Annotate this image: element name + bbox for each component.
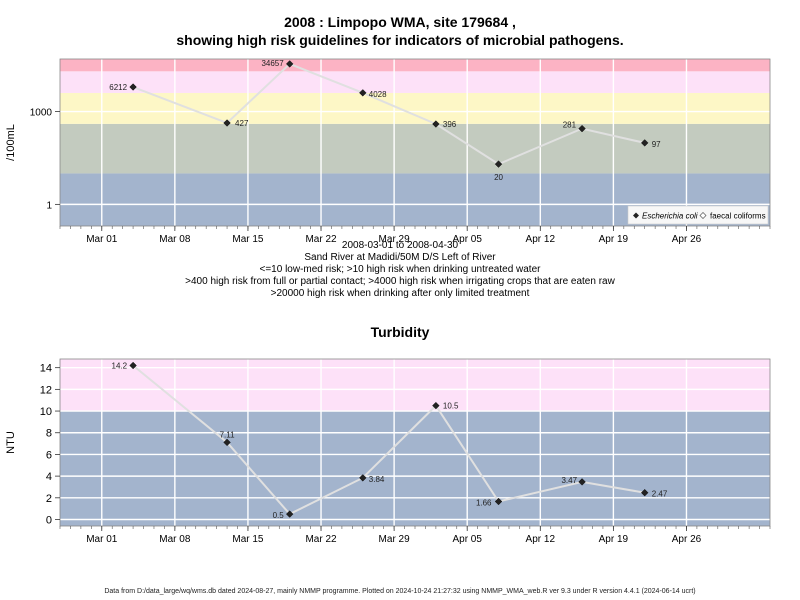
legend-label-faecal: faecal coliforms (710, 212, 766, 221)
risk-band-5 (60, 59, 770, 72)
data-label: 4028 (369, 90, 387, 99)
x-tick-label: Apr 12 (526, 534, 556, 545)
data-label: 281 (563, 121, 577, 130)
data-point (286, 510, 294, 518)
data-label: 2.47 (652, 490, 668, 499)
series-line (132, 364, 645, 516)
legend-marker-ecoli (633, 212, 639, 219)
turbidity-title: Turbidity (370, 324, 430, 340)
y-tick-label: 6 (46, 449, 52, 461)
x-tick-label: Mar 08 (159, 534, 191, 545)
y-axis-label: /100mL (5, 124, 17, 161)
y-tick-label: 12 (40, 384, 52, 396)
data-label: 3.47 (561, 476, 577, 485)
data-point (578, 478, 586, 486)
x-tick-label: Mar 29 (379, 534, 411, 545)
data-point (359, 474, 367, 482)
y-tick-label: 0 (46, 514, 52, 526)
data-point (578, 124, 586, 133)
x-tick-label: Apr 26 (672, 534, 702, 545)
data-label: 3.84 (369, 475, 385, 484)
data-point (359, 89, 367, 97)
risk-band-1 (60, 411, 770, 526)
x-tick-label: Apr 05 (452, 534, 482, 545)
x-tick-label: Mar 22 (305, 534, 337, 545)
y-tick-label: 14 (40, 363, 52, 375)
legend-label-ecoli: Escherichia coli (642, 212, 698, 221)
risk-band-2 (60, 359, 770, 412)
data-point (223, 438, 231, 447)
data-label: 10.5 (443, 402, 459, 411)
data-label: 0.5 (273, 511, 285, 520)
y-tick-label: 1 (46, 200, 52, 211)
data-point (432, 401, 440, 410)
x-tick-label: Mar 22 (305, 234, 337, 245)
y-tick-label: 10 (40, 406, 52, 418)
chart-title-line-1: 2008 : Limpopo WMA, site 179684 , (284, 14, 516, 30)
x-tick-label: Apr 19 (599, 234, 629, 245)
data-label: 34657 (261, 59, 284, 68)
data-point (494, 160, 503, 168)
data-label: 1.66 (476, 498, 492, 507)
x-tick-label: Apr 26 (672, 234, 702, 245)
data-label: 7.11 (220, 430, 236, 439)
x-tick-label: Mar 01 (86, 534, 118, 545)
data-label: 6212 (109, 83, 127, 92)
y-tick-label: 8 (46, 428, 52, 440)
y-tick-label: 2 (46, 493, 52, 505)
subtitle-site: Sand River at Madidi/50M D/S Left of Riv… (304, 252, 496, 263)
data-point (641, 139, 649, 147)
data-point (129, 361, 137, 370)
data-label: 14.2 (112, 362, 128, 371)
y-tick-label: 4 (46, 471, 52, 483)
subtitle-guideline-3: >20000 high risk when drinking after onl… (270, 288, 530, 299)
chart-title-line-2: showing high risk guidelines for indicat… (176, 32, 624, 48)
data-label: 427 (235, 119, 249, 128)
x-tick-label: Apr 19 (599, 534, 629, 545)
x-tick-label: Mar 15 (232, 234, 264, 245)
data-point (494, 497, 503, 506)
series-line (132, 62, 645, 166)
y-axis-label: NTU (5, 431, 17, 454)
legend-box (627, 205, 769, 225)
footer-note: Data from D:/data_large/wq/wms.db dated … (104, 588, 696, 595)
data-point (286, 60, 294, 68)
x-tick-label: Mar 15 (232, 534, 264, 545)
risk-band-3 (60, 92, 770, 124)
data-point (641, 489, 649, 497)
data-point (129, 83, 137, 91)
data-point (432, 120, 440, 128)
subtitle-guideline-1: <=10 low-med risk; >10 high risk when dr… (259, 264, 541, 275)
x-tick-label: Mar 29 (379, 234, 411, 245)
x-tick-label: Mar 01 (86, 234, 118, 245)
legend-marker-faecal (699, 212, 707, 219)
subtitle-date-range: 2008-03-01 to 2008-04-30 (341, 240, 459, 251)
subtitle-guideline-2: >400 high risk from full or partial cont… (185, 276, 615, 287)
data-point (223, 119, 231, 127)
x-tick-label: Apr 12 (526, 234, 556, 245)
data-label: 97 (652, 140, 661, 149)
data-label: 20 (494, 173, 503, 182)
risk-band-4 (60, 71, 770, 93)
x-tick-label: Mar 08 (159, 234, 191, 245)
y-tick-label: 1000 (30, 108, 53, 119)
data-label: 396 (443, 120, 457, 129)
risk-band-2 (60, 123, 770, 174)
x-tick-label: Apr 05 (452, 234, 482, 245)
